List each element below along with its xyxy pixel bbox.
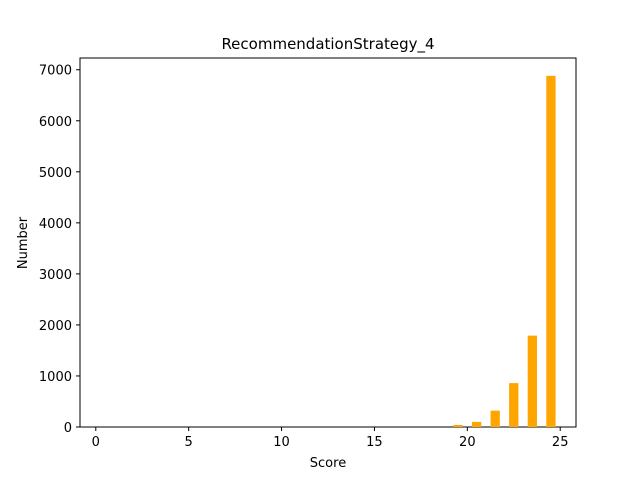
bar [490,410,500,427]
y-axis: 0 1000 2000 3000 4000 5000 6000 7000 [39,64,80,436]
x-tick-label: 5 [185,435,193,450]
y-tick-label: 0 [64,421,72,436]
bar [453,424,463,427]
bar [546,75,556,427]
x-axis: 0 5 10 15 20 25 [92,427,569,450]
y-tick-label: 3000 [39,268,72,283]
y-tick-label: 1000 [39,370,72,385]
x-axis-label: Score [310,456,346,471]
x-tick-label: 20 [459,435,476,450]
bar [527,335,537,427]
x-tick-label: 0 [92,435,100,450]
x-tick-label: 10 [273,435,290,450]
bar [471,421,482,427]
y-tick-label: 2000 [39,319,72,334]
x-tick-label: 25 [552,435,569,450]
plot-frame [79,57,577,428]
chart-title: RecommendationStrategy_4 [221,35,434,54]
y-axis-label: Number [16,216,31,269]
x-tick-label: 15 [366,435,383,450]
y-tick-label: 7000 [39,64,72,79]
bar [509,383,519,427]
plot-area [79,57,577,428]
y-tick-label: 5000 [39,166,72,181]
y-tick-label: 4000 [39,217,72,232]
bars-group [453,75,556,427]
y-tick-label: 6000 [39,115,72,130]
